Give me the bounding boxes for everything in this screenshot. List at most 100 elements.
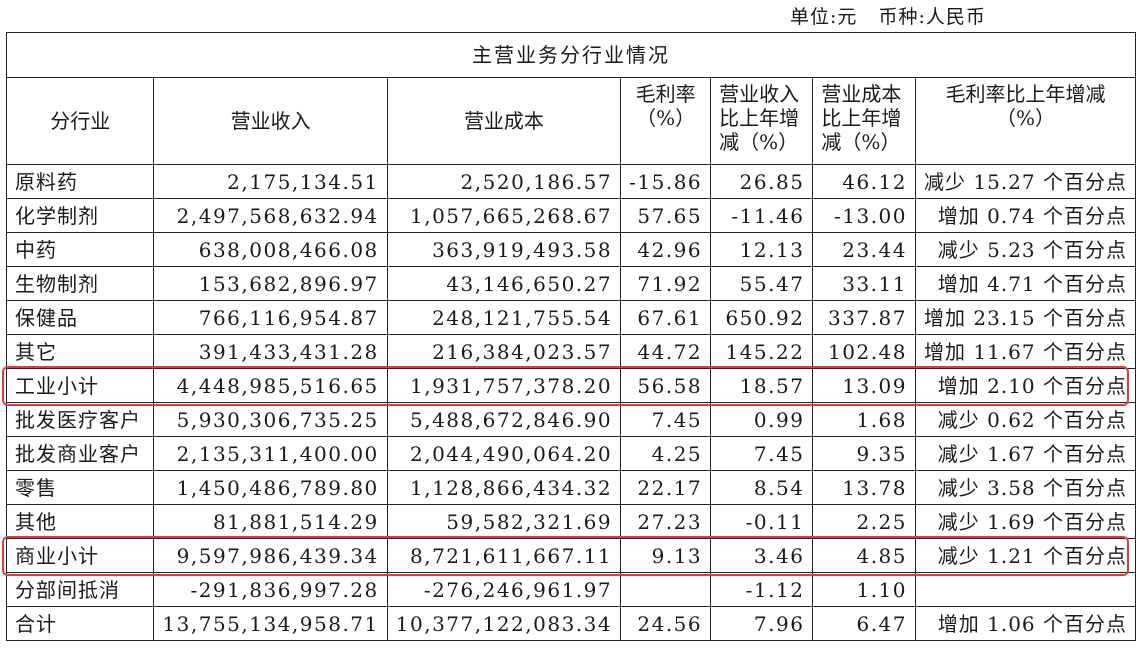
cost-cell: 2,520,186.57	[386, 164, 622, 199]
header-margin-change-line1: 毛利率比上年增减	[945, 82, 1106, 106]
cost-cell: 59,582,321.69	[386, 504, 622, 539]
cost-cell: 1,057,665,268.67	[386, 198, 622, 233]
cost-change-cell: 13.78	[812, 470, 916, 505]
margin-change-cell	[915, 572, 1136, 607]
cost-cell: 1,931,757,378.20	[386, 368, 622, 403]
margin-cell: 67.61	[620, 300, 712, 335]
revenue-cell: 13,755,134,958.71	[153, 606, 388, 641]
cost-change-cell: 33.11	[812, 266, 916, 301]
margin-change-cell: 减少 5.23 个百分点	[915, 232, 1136, 267]
margin-change-cell: 减少 15.27 个百分点	[915, 164, 1136, 199]
table-row: 零售 1,450,486,789.80 1,128,866,434.32 22.…	[5, 470, 1136, 505]
cost-cell: 1,128,866,434.32	[386, 470, 622, 505]
margin-change-cell: 减少 0.62 个百分点	[915, 402, 1136, 437]
revenue-cell: 5,930,306,735.25	[153, 402, 388, 437]
header-gross-margin-line1: 毛利率	[635, 82, 696, 106]
header-revenue-change-line2: 比上年增	[719, 106, 800, 130]
cost-change-cell: 46.12	[812, 164, 916, 199]
revenue-change-cell: -11.46	[710, 198, 814, 233]
currency-unit-note: 单位:元 币种:人民币	[790, 6, 986, 28]
header-cost-change-line2: 比上年增	[821, 106, 902, 130]
margin-change-cell: 增加 2.10 个百分点	[915, 368, 1136, 403]
margin-cell: 56.58	[620, 368, 712, 403]
header-revenue-change-line1: 营业收入	[719, 82, 800, 106]
revenue-change-cell: -1.12	[710, 572, 814, 607]
revenue-change-cell: 145.22	[710, 334, 814, 369]
table-header-row: 分行业 营业收入 营业成本 毛利率 （%） 营业收入 比上年增 减（%） 营业成…	[5, 77, 1136, 165]
revenue-change-cell: 26.85	[710, 164, 814, 199]
margin-cell: 57.65	[620, 198, 712, 233]
margin-change-cell: 减少 1.67 个百分点	[915, 436, 1136, 471]
revenue-change-cell: 3.46	[710, 538, 814, 573]
industry-cell: 生物制剂	[5, 266, 155, 301]
cost-cell: 248,121,755.54	[386, 300, 622, 335]
cost-cell: -276,246,961.97	[386, 572, 622, 607]
margin-cell: 71.92	[620, 266, 712, 301]
revenue-change-cell: 0.99	[710, 402, 814, 437]
revenue-cell: 2,135,311,400.00	[153, 436, 388, 471]
table-row: 其它 391,433,431.28 216,384,023.57 44.72 1…	[5, 334, 1136, 369]
header-margin-change: 毛利率比上年增减 （%）	[915, 77, 1136, 165]
cost-change-cell: -13.00	[812, 198, 916, 233]
cost-change-cell: 6.47	[812, 606, 916, 641]
margin-change-cell: 增加 11.67 个百分点	[915, 334, 1136, 369]
margin-change-cell: 减少 1.69 个百分点	[915, 504, 1136, 539]
margin-cell: 27.23	[620, 504, 712, 539]
header-industry: 分行业	[5, 77, 155, 165]
table-row: 生物制剂 153,682,896.97 43,146,650.27 71.92 …	[5, 266, 1136, 301]
industry-cell: 合计	[5, 606, 155, 641]
header-revenue-change-line3: 减（%）	[719, 130, 799, 154]
industry-cell: 零售	[5, 470, 155, 505]
header-cost: 营业成本	[386, 77, 622, 165]
margin-cell: 42.96	[620, 232, 712, 267]
table-row: 保健品 766,116,954.87 248,121,755.54 67.61 …	[5, 300, 1136, 335]
cost-change-cell: 1.68	[812, 402, 916, 437]
table-title-row: 主营业务分行业情况	[6, 32, 1136, 78]
margin-change-cell: 增加 1.06 个百分点	[915, 606, 1136, 641]
cost-change-cell: 13.09	[812, 368, 916, 403]
margin-change-cell: 减少 1.21 个百分点	[915, 538, 1136, 573]
industry-cell: 分部间抵消	[5, 572, 155, 607]
revenue-change-cell: 8.54	[710, 470, 814, 505]
header-cost-change-line1: 营业成本	[821, 82, 902, 106]
table-row: 化学制剂 2,497,568,632.94 1,057,665,268.67 5…	[5, 198, 1136, 233]
margin-cell: 22.17	[620, 470, 712, 505]
margin-cell: 44.72	[620, 334, 712, 369]
cost-cell: 5,488,672,846.90	[386, 402, 622, 437]
industry-cell: 化学制剂	[5, 198, 155, 233]
cost-cell: 10,377,122,083.34	[386, 606, 622, 641]
cost-cell: 216,384,023.57	[386, 334, 622, 369]
header-margin-change-line2: （%）	[995, 106, 1055, 130]
revenue-cell: 81,881,514.29	[153, 504, 388, 539]
industry-cell: 工业小计	[5, 368, 155, 403]
margin-cell: 9.13	[620, 538, 712, 573]
table-row: 分部间抵消 -291,836,997.28 -276,246,961.97 -1…	[5, 572, 1136, 607]
table-row: 批发商业客户 2,135,311,400.00 2,044,490,064.20…	[5, 436, 1136, 471]
header-cost-change: 营业成本 比上年增 减（%）	[812, 77, 916, 165]
revenue-change-cell: 650.92	[710, 300, 814, 335]
cost-cell: 43,146,650.27	[386, 266, 622, 301]
industry-breakdown-table: 主营业务分行业情况 分行业 营业收入 营业成本 毛利率 （%） 营业收入 比上年…	[5, 32, 1136, 641]
cost-change-cell: 9.35	[812, 436, 916, 471]
commercial-subtotal-row: 商业小计 9,597,986,439.34 8,721,611,667.11 9…	[5, 538, 1136, 573]
revenue-change-cell: -0.11	[710, 504, 814, 539]
revenue-cell: 766,116,954.87	[153, 300, 388, 335]
revenue-cell: 2,497,568,632.94	[153, 198, 388, 233]
revenue-change-cell: 12.13	[710, 232, 814, 267]
table-title: 主营业务分行业情况	[6, 32, 1136, 78]
cost-cell: 2,044,490,064.20	[386, 436, 622, 471]
industry-cell: 原料药	[5, 164, 155, 199]
header-revenue: 营业收入	[153, 77, 388, 165]
table-row: 中药 638,008,466.08 363,919,493.58 42.96 1…	[5, 232, 1136, 267]
margin-change-cell: 增加 4.71 个百分点	[915, 266, 1136, 301]
cost-cell: 363,919,493.58	[386, 232, 622, 267]
industry-cell: 批发商业客户	[5, 436, 155, 471]
header-gross-margin: 毛利率 （%）	[620, 77, 712, 165]
industry-cell: 商业小计	[5, 538, 155, 573]
margin-cell: 24.56	[620, 606, 712, 641]
header-cost-change-line3: 减（%）	[821, 130, 901, 154]
revenue-cell: 2,175,134.51	[153, 164, 388, 199]
cost-change-cell: 4.85	[812, 538, 916, 573]
revenue-change-cell: 7.45	[710, 436, 814, 471]
header-revenue-change: 营业收入 比上年增 减（%）	[710, 77, 814, 165]
